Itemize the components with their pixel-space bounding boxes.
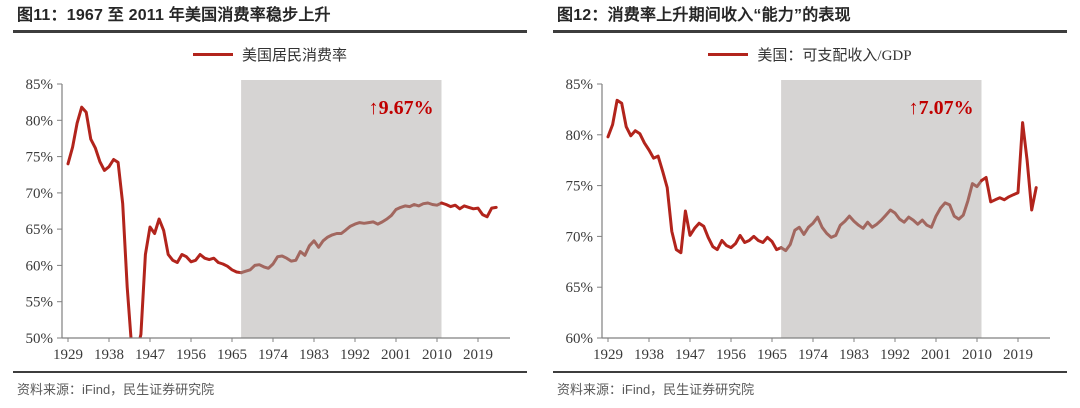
x-axis-label: 1938 <box>94 347 124 363</box>
x-axis-label: 1983 <box>839 347 869 363</box>
consumption-rate-line-chart: 50% 55% 60% 65% 70% 75% 80% 85% 1929 1938 1947 1956… <box>26 77 510 363</box>
growth-annotation: ↑9.67% <box>369 97 434 119</box>
y-axis-label: 60% <box>566 331 594 347</box>
y-axis-label: 50% <box>26 331 54 347</box>
x-axis-label: 1974 <box>258 347 289 363</box>
x-axis-label: 2010 <box>422 347 452 363</box>
figure-12-source-note: 资料来源：iFind，民生证券研究院 <box>557 382 755 397</box>
highlight-region-1967-2011 <box>781 80 982 338</box>
figure-12-bottom-rule <box>553 371 1067 373</box>
x-axis-label: 1947 <box>135 347 166 363</box>
x-axis-label: 1929 <box>593 347 623 363</box>
legend-label: 美国居民消费率 <box>241 47 347 64</box>
x-axis-label: 1956 <box>176 347 207 363</box>
y-axis-label: 65% <box>26 222 54 238</box>
figure-12-title: 图12：消费率上升期间收入“能力”的表现 <box>557 7 851 24</box>
y-axis-label: 55% <box>26 295 54 311</box>
y-axis-label: 85% <box>566 77 594 93</box>
y-axis-label: 70% <box>566 229 594 245</box>
y-axis-label: 75% <box>26 150 54 166</box>
y-axis-label: 85% <box>26 77 54 93</box>
x-axis-label: 2019 <box>1003 347 1033 363</box>
highlight-region-1967-2011 <box>241 80 442 338</box>
series-line-pre-highlight <box>66 105 243 338</box>
figure-11-legend: 美国居民消费率 <box>0 41 540 67</box>
x-axis-label: 1974 <box>798 347 829 363</box>
series-line-pre-highlight <box>606 98 783 255</box>
series-line-post-highlight <box>980 121 1038 212</box>
series-line-post-highlight <box>440 201 498 219</box>
series-line-in-highlight <box>239 201 444 275</box>
y-axis-label: 65% <box>566 280 594 296</box>
x-axis-label: 1992 <box>340 347 370 363</box>
x-axis-label: 1938 <box>634 347 664 363</box>
growth-annotation: ↑7.07% <box>909 97 974 119</box>
figure-12-title-underline <box>553 30 1067 33</box>
figure-11-panel: 图11：1967 至 2011 年美国消费率稳步上升 美国居民消费率 50% 55… <box>0 7 540 397</box>
y-axis-label: 70% <box>26 186 54 202</box>
series-line-in-highlight <box>779 179 984 253</box>
y-axis-label: 60% <box>26 258 54 274</box>
x-axis-label: 1956 <box>716 347 747 363</box>
disposable-income-gdp-line-chart: 60% 65% 70% 75% 80% 85% 1929 1938 1947 1956 1965 19… <box>566 77 1050 363</box>
y-axis-label: 80% <box>566 128 594 144</box>
x-axis-label: 2001 <box>921 347 951 363</box>
x-axis-label: 1929 <box>53 347 83 363</box>
y-axis-label: 75% <box>566 179 594 195</box>
figure-11-title-underline <box>13 30 527 33</box>
x-axis-label: 2019 <box>463 347 493 363</box>
x-axis-label: 1965 <box>217 347 247 363</box>
x-axis-label: 1983 <box>299 347 329 363</box>
x-axis-label: 2001 <box>381 347 411 363</box>
x-axis-label: 1947 <box>675 347 706 363</box>
figure-12-legend: 美国：可支配收入/GDP <box>540 41 1080 67</box>
figure-11-title: 图11：1967 至 2011 年美国消费率稳步上升 <box>17 7 331 24</box>
x-axis-label: 2010 <box>962 347 992 363</box>
figure-11-source-note: 资料来源：iFind，民生证券研究院 <box>17 382 215 397</box>
figure-12-panel: 图12：消费率上升期间收入“能力”的表现 美国：可支配收入/GDP 60% 65%… <box>540 0 1080 408</box>
legend-label: 美国：可支配收入/GDP <box>757 47 912 64</box>
y-axis-label: 80% <box>26 113 54 129</box>
x-axis-label: 1965 <box>757 347 787 363</box>
x-axis-label: 1992 <box>880 347 910 363</box>
legend-line-swatch <box>192 52 233 56</box>
figure-11-bottom-rule <box>13 371 527 373</box>
legend-line-swatch <box>708 52 749 56</box>
